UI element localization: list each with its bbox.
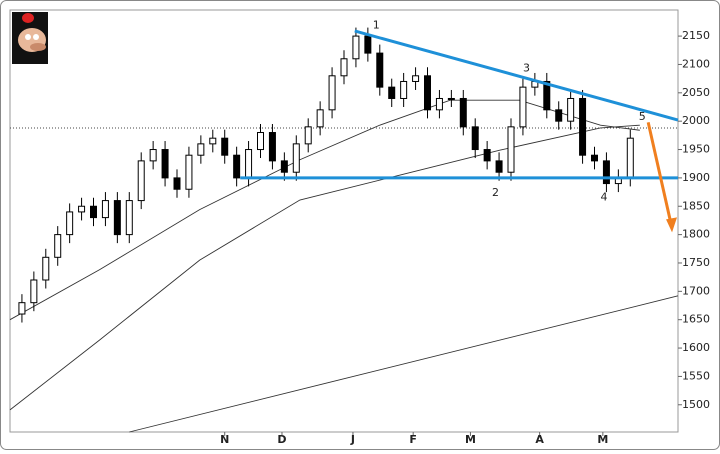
candle-body [471, 126, 479, 151]
candle-body [340, 58, 348, 77]
trendline [354, 29, 679, 122]
candle-body [137, 160, 145, 202]
x-tick-label: D [277, 433, 286, 446]
candle-body [567, 97, 575, 122]
candle-body [173, 177, 181, 190]
candle-body [579, 97, 587, 156]
candle-body [459, 97, 467, 128]
y-tick-label: 1650 [682, 313, 710, 326]
candle-body [42, 256, 50, 281]
moving-average [129, 295, 679, 433]
candle-body [221, 137, 229, 156]
candle-body [268, 132, 276, 162]
y-tick-label: 1700 [682, 284, 710, 297]
candle-body [161, 149, 169, 179]
x-tick-label: F [409, 433, 417, 446]
candle-body [352, 35, 360, 60]
y-tick-label: 1500 [682, 398, 710, 411]
candle-body [292, 143, 300, 173]
candle-body [364, 35, 372, 54]
candle-body [483, 149, 491, 162]
annotation: 5 [639, 110, 646, 123]
x-tick-label: J [350, 433, 355, 446]
y-tick-label: 2100 [682, 57, 710, 70]
candle-body [78, 205, 86, 213]
x-tick-label: M [597, 433, 608, 446]
candle-body [519, 86, 527, 128]
candle-body [90, 205, 97, 219]
x-tick-label: M [465, 433, 476, 446]
candle-body [495, 160, 503, 173]
candle-body [316, 109, 324, 128]
x-tick-label: N [220, 433, 229, 446]
candle-body [280, 160, 288, 173]
logo [12, 12, 48, 64]
y-tick-label: 1950 [682, 143, 710, 156]
candle-body [435, 97, 443, 111]
candle-body [257, 132, 264, 151]
annotation: 3 [523, 61, 530, 74]
candle-body [328, 75, 336, 111]
candle-body [602, 160, 610, 185]
candle-body [30, 279, 38, 304]
annotation: 1 [373, 18, 380, 31]
candle-body [233, 154, 241, 179]
candle-body [424, 75, 431, 111]
annotation: 2 [492, 186, 499, 199]
candle-body [18, 302, 26, 315]
x-tick-label: A [535, 433, 544, 446]
candle-body [376, 52, 384, 88]
candle-body [245, 149, 253, 179]
candle-body [447, 97, 455, 100]
y-tick-label: 1800 [682, 228, 710, 241]
candle-body [185, 154, 193, 190]
y-tick-label: 2150 [682, 29, 710, 42]
candle-body [555, 109, 563, 122]
trendline [646, 121, 674, 229]
candle-body [626, 137, 634, 179]
candle-body [66, 211, 74, 236]
candle-body [400, 80, 408, 99]
candle-body [113, 200, 121, 236]
candle-body [149, 149, 157, 162]
candle-body [412, 75, 420, 82]
candle-body [304, 126, 312, 145]
candle-body [209, 137, 217, 145]
y-tick-label: 1900 [682, 171, 710, 184]
y-tick-label: 1850 [682, 199, 710, 212]
candle-body [543, 80, 551, 111]
y-tick-label: 1550 [682, 369, 710, 382]
candle-body [101, 200, 109, 219]
candle-body [388, 86, 396, 99]
candle-body [125, 200, 133, 236]
y-tick-label: 2000 [682, 114, 710, 127]
y-tick-label: 1600 [682, 341, 710, 354]
candle-body [591, 154, 598, 162]
y-tick-label: 1750 [682, 256, 710, 269]
annotation: 4 [601, 191, 608, 204]
candle-body [54, 234, 62, 258]
candle-body [197, 143, 205, 156]
candle-body [507, 126, 515, 173]
arrow-head [666, 217, 678, 233]
y-tick-label: 2050 [682, 86, 710, 99]
